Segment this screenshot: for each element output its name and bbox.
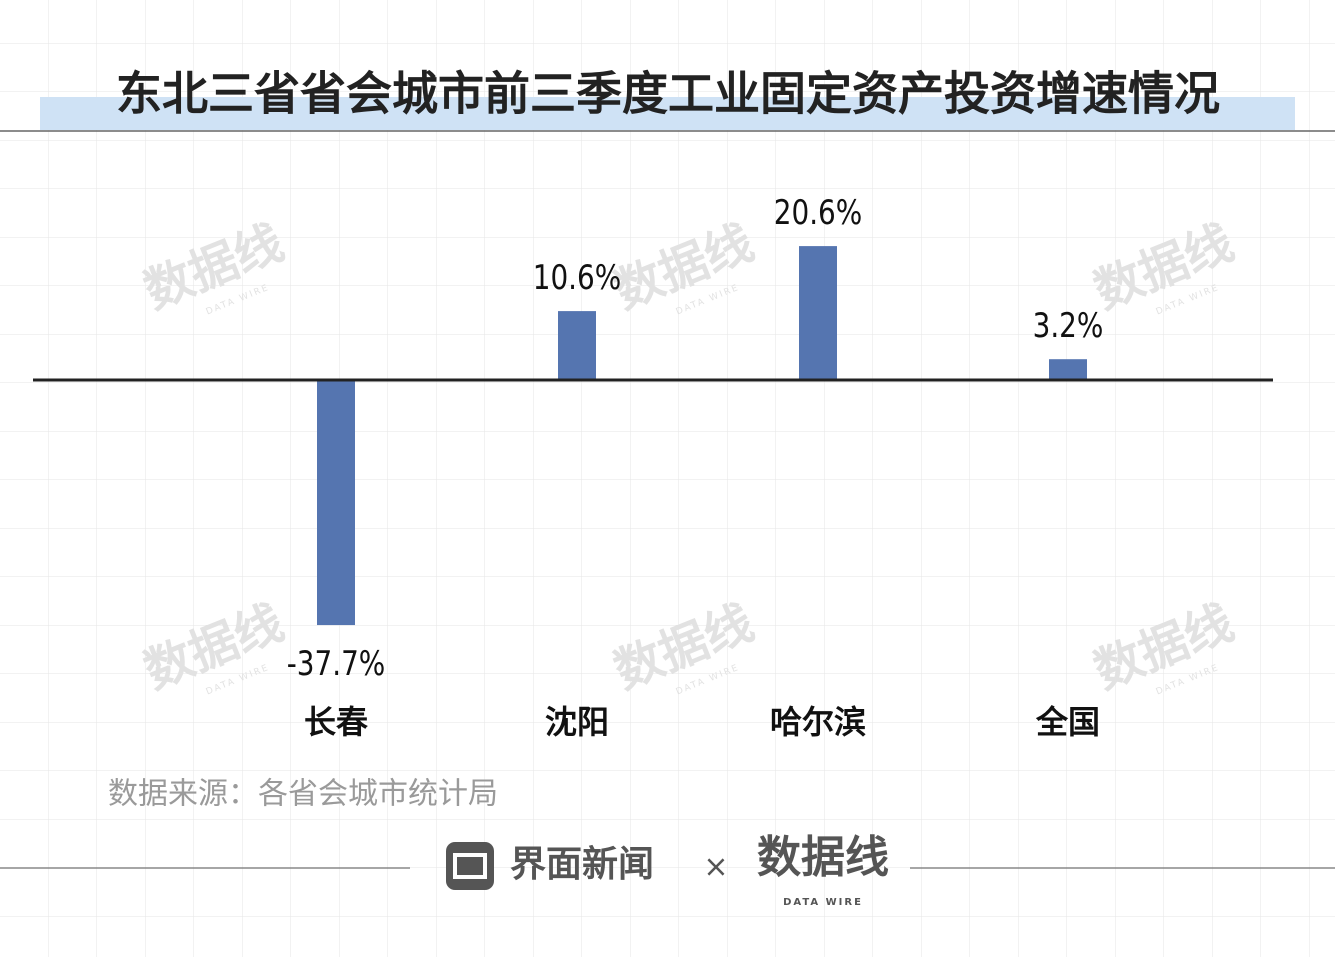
plot: -37.7% 长春 10.6% 沈阳 20.6% 哈尔滨 3.2% 全国 [33, 193, 1273, 741]
bar [558, 311, 596, 380]
separator: × [703, 850, 728, 885]
chart-title: 东北三省省会城市前三季度工业固定资产投资增速情况 [116, 67, 1220, 121]
bar [1049, 359, 1087, 380]
x-tick-label: 哈尔滨 [770, 703, 866, 741]
x-tick-label: 沈阳 [545, 703, 609, 741]
value-label: 10.6% [533, 258, 622, 297]
x-tick-label: 全国 [1035, 703, 1100, 741]
source-note: 数据来源：各省会城市统计局 [108, 777, 498, 812]
value-label: -37.7% [287, 644, 386, 683]
brand-icon-inner [453, 853, 487, 879]
title-highlight [40, 97, 1295, 130]
bar [799, 246, 837, 380]
x-tick-label: 长春 [304, 703, 368, 741]
brand-name: 数据线 [757, 832, 889, 883]
brand-subtitle: DATA WIRE [783, 897, 863, 908]
bar [317, 380, 355, 626]
value-label: 20.6% [774, 193, 863, 232]
brand-name: 界面新闻 [510, 844, 654, 885]
value-label: 3.2% [1033, 306, 1104, 345]
